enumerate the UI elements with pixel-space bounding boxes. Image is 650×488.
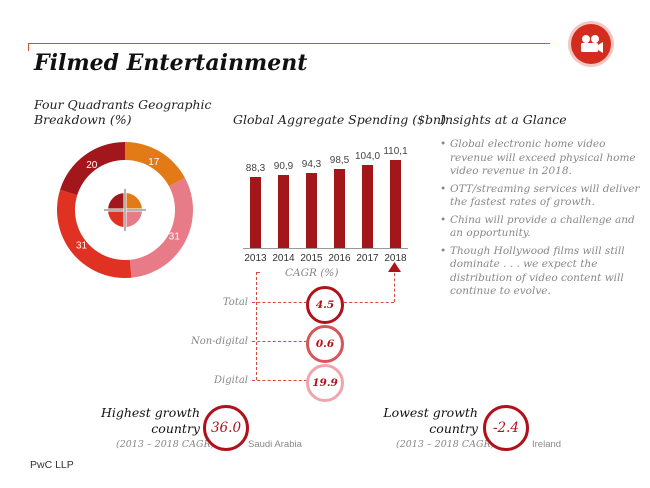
donut-slice <box>56 189 132 278</box>
film-camera-icon <box>571 24 611 64</box>
bar-2013 <box>250 177 261 248</box>
arrow-up-icon <box>388 262 401 272</box>
lowest-growth-heading: Lowest growth country <box>368 405 478 437</box>
x-tick-label: 2018 <box>384 253 407 264</box>
geo-donut-chart: 17 31 31 20 <box>56 142 193 278</box>
donut-slice-label: 17 <box>148 157 160 168</box>
spending-section-title: Global Aggregate Spending ($bn) <box>233 112 446 127</box>
lowest-growth-line2: country <box>429 421 478 436</box>
bar-2017 <box>362 164 373 248</box>
insights-list: Global electronic home video revenue wil… <box>440 138 640 303</box>
cagr-total-value: 4.5 <box>306 286 344 324</box>
insight-item: Global electronic home video revenue wil… <box>440 138 640 179</box>
x-tick-label: 2013 <box>244 253 267 264</box>
cagr-total-to-2018-line <box>344 302 394 303</box>
bar-2015 <box>306 172 317 248</box>
bar-value-label: 94,3 <box>301 158 322 170</box>
page-title: Filmed Entertainment <box>34 50 308 76</box>
cagr-connector-non-digital <box>252 341 307 342</box>
insight-item: Though Hollywood films will still domina… <box>440 245 640 299</box>
bar-value-label: 98,5 <box>329 155 350 167</box>
header-rule-tick <box>28 43 29 51</box>
highest-growth-sub: (2013 – 2018 CAGR) <box>116 439 215 450</box>
donut-slice-label: 31 <box>169 231 181 242</box>
cagr-row-label-non-digital: Non-digital <box>191 336 248 347</box>
bar-value-label: 88,3 <box>245 163 266 175</box>
cagr-row-label-digital: Digital <box>214 375 248 386</box>
highest-growth-country: Saudi Arabia <box>248 439 302 450</box>
x-tick-label: 2014 <box>272 253 295 264</box>
cagr-left-dashed-cap <box>256 272 260 273</box>
cagr-row-label-total: Total <box>222 297 248 308</box>
highest-growth-value: 36.0 <box>203 405 249 451</box>
highest-growth-heading: Highest growth country <box>90 405 200 437</box>
cagr-label: CAGR (%) <box>285 267 339 279</box>
lowest-growth-country: Ireland <box>532 439 562 450</box>
cagr-up-arrow-line <box>394 268 395 302</box>
lowest-growth-line1: Lowest growth <box>383 405 478 420</box>
donut-slice-label: 31 <box>76 240 88 251</box>
lowest-growth-sub: (2013 – 2018 CAGR) <box>396 439 495 450</box>
geo-section-title: Four Quadrants Geographic Breakdown (%) <box>34 97 212 127</box>
donut-slice <box>129 177 193 278</box>
donut-slice <box>125 142 185 187</box>
footer-brand: PwC LLP <box>30 459 74 471</box>
bar-2014 <box>278 175 289 248</box>
bar-value-label: 90,9 <box>273 161 294 173</box>
x-tick-label: 2017 <box>356 253 379 264</box>
insights-section-title: Insights at a Glance <box>440 112 567 127</box>
header-rule <box>28 43 550 44</box>
cagr-left-dashed-line <box>256 272 257 380</box>
bar-2016 <box>334 169 345 248</box>
cagr-non-digital-value: 0.6 <box>306 325 344 363</box>
bar-value-label: 110,1 <box>383 145 408 157</box>
lowest-growth-value: -2.4 <box>483 405 529 451</box>
bar-value-label: 104,0 <box>354 150 381 162</box>
x-tick-label: 2015 <box>300 253 323 264</box>
highest-growth-line1: Highest growth <box>100 405 200 420</box>
highest-growth-line2: country <box>151 421 200 436</box>
cagr-digital-value: 19.9 <box>306 364 344 402</box>
insight-item: China will provide a challenge and an op… <box>440 214 640 241</box>
x-tick-label: 2016 <box>328 253 351 264</box>
cagr-connector-digital <box>252 380 307 381</box>
cagr-connector-total <box>252 302 307 303</box>
bar-2018 <box>390 159 401 248</box>
crosshair-quadrants-icon <box>104 189 146 231</box>
donut-slice <box>60 142 125 196</box>
bar-chart-baseline <box>243 248 408 249</box>
insight-item: OTT/streaming services will deliver the … <box>440 183 640 210</box>
donut-slice-label: 20 <box>86 160 98 171</box>
